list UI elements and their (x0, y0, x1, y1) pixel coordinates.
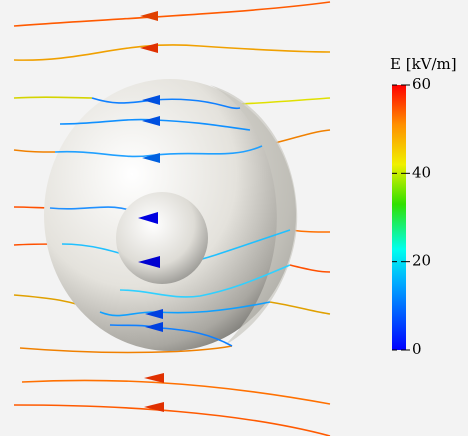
colorbar-tick-label: 40 (412, 163, 431, 181)
colorbar-tick-label: 60 (412, 75, 431, 93)
colorbar-ticks: 0 20 40 60 (392, 75, 431, 358)
inner-sphere (116, 192, 208, 284)
colorbar-tick-label: 20 (412, 252, 431, 270)
colorbar-tick-label: 0 (412, 340, 422, 358)
colorbar-title: E [kV/m] (390, 55, 457, 73)
colorbar (392, 85, 406, 350)
arrows (138, 11, 164, 412)
outer-shell-rim (210, 85, 298, 345)
